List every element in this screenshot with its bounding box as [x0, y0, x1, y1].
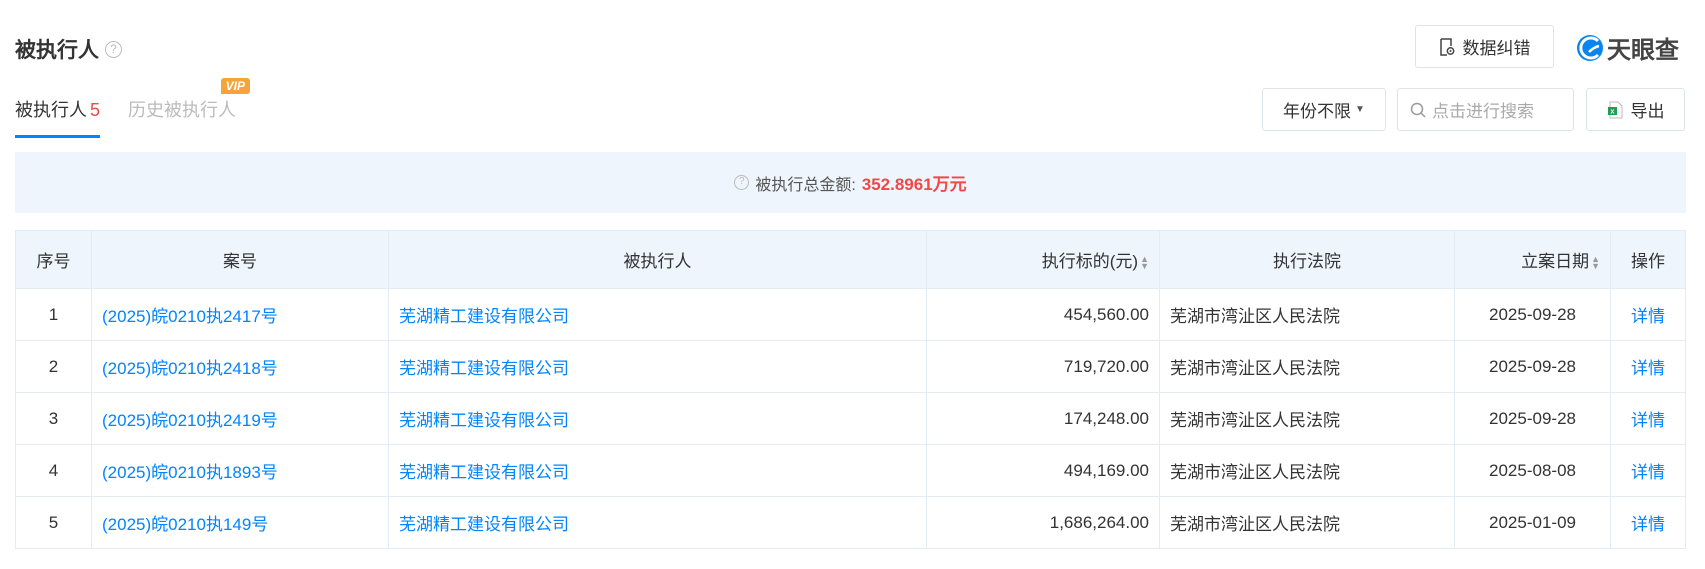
tianyancha-logo: 天眼查 [1576, 30, 1679, 65]
table-row: 2 (2025)皖0210执2418号 芜湖精工建设有限公司 719,720.00 芜湖… [15, 340, 1686, 393]
excel-icon: x [1607, 101, 1622, 118]
case-number-link[interactable]: (2025)皖0210执2419号 [91, 392, 389, 445]
col-filing-date[interactable]: 立案日期 ▲ ▼ [1454, 230, 1611, 289]
search-placeholder: 点击进行搜索 [1432, 102, 1534, 121]
tab-count: 5 [90, 100, 101, 120]
case-number-link[interactable]: (2025)皖0210执1893号 [91, 444, 389, 497]
document-icon [1439, 37, 1454, 56]
summary-label: 被执行总金额: [755, 176, 856, 194]
col-label: 执行标的(元) [1041, 252, 1139, 271]
executed-person-link[interactable]: 芜湖精工建设有限公司 [388, 496, 927, 549]
filing-date: 2025-08-08 [1454, 444, 1611, 497]
col-index: 序号 [15, 230, 92, 289]
filing-date: 2025-01-09 [1454, 496, 1611, 549]
col-label: 立案日期 [1521, 252, 1590, 271]
row-index: 1 [15, 288, 92, 341]
row-index: 5 [15, 496, 92, 549]
row-index: 2 [15, 340, 92, 393]
row-index: 3 [15, 392, 92, 445]
button-label: 导出 [1630, 102, 1665, 121]
case-number-link[interactable]: (2025)皖0210执2417号 [91, 288, 389, 341]
table-row: 1 (2025)皖0210执2417号 芜湖精工建设有限公司 454,560.00 芜湖… [15, 288, 1686, 341]
filing-date: 2025-09-28 [1454, 288, 1611, 341]
tab-history-executed-person[interactable]: 历史被执行人 VIP [128, 78, 251, 134]
court: 芜湖市湾沚区人民法院 [1159, 340, 1455, 393]
amount: 494,169.00 [926, 444, 1160, 497]
select-value: 年份不限 [1283, 102, 1352, 121]
detail-link[interactable]: 详情 [1610, 340, 1686, 393]
executed-person-link[interactable]: 芜湖精工建设有限公司 [388, 392, 927, 445]
row-index: 4 [15, 444, 92, 497]
tab-label: 历史被执行人 [128, 100, 237, 120]
title-text: 被执行人 [15, 39, 99, 62]
tab-bar: 被执行人 5 历史被执行人 VIP [15, 78, 251, 138]
executed-person-link[interactable]: 芜湖精工建设有限公司 [388, 444, 927, 497]
svg-text:x: x [1610, 108, 1614, 115]
detail-link[interactable]: 详情 [1610, 496, 1686, 549]
table-header: 序号 案号 被执行人 执行标的(元) ▲ ▼ 执行法院 立案日期 ▲ ▼ 操作 [15, 230, 1686, 289]
table-row: 5 (2025)皖0210执149号 芜湖精工建设有限公司 1,686,264.00 芜… [15, 496, 1686, 549]
col-action: 操作 [1610, 230, 1686, 289]
amount: 454,560.00 [926, 288, 1160, 341]
court: 芜湖市湾沚区人民法院 [1159, 496, 1455, 549]
filing-date: 2025-09-28 [1454, 392, 1611, 445]
executed-person-table: 序号 案号 被执行人 执行标的(元) ▲ ▼ 执行法院 立案日期 ▲ ▼ 操作 1 (20… [15, 230, 1686, 549]
detail-link[interactable]: 详情 [1610, 444, 1686, 497]
year-select[interactable]: 年份不限 ▼ [1262, 88, 1386, 131]
page-title: 被执行人 ? [15, 34, 122, 64]
filing-date: 2025-09-28 [1454, 340, 1611, 393]
amount: 1,686,264.00 [926, 496, 1160, 549]
search-icon [1410, 102, 1426, 118]
button-label: 数据纠错 [1462, 39, 1531, 58]
court: 芜湖市湾沚区人民法院 [1159, 288, 1455, 341]
table-row: 4 (2025)皖0210执1893号 芜湖精工建设有限公司 494,169.00 芜湖… [15, 444, 1686, 497]
col-executed-person: 被执行人 [388, 230, 927, 289]
amount: 719,720.00 [926, 340, 1160, 393]
case-number-link[interactable]: (2025)皖0210执149号 [91, 496, 389, 549]
executed-person-link[interactable]: 芜湖精工建设有限公司 [388, 288, 927, 341]
executed-person-link[interactable]: 芜湖精工建设有限公司 [388, 340, 927, 393]
col-amount[interactable]: 执行标的(元) ▲ ▼ [926, 230, 1160, 289]
sort-icon[interactable]: ▲ ▼ [1591, 253, 1600, 271]
data-correction-button[interactable]: 数据纠错 [1415, 25, 1554, 68]
vip-badge: VIP [220, 78, 251, 94]
case-number-link[interactable]: (2025)皖0210执2418号 [91, 340, 389, 393]
col-case-number: 案号 [91, 230, 389, 289]
court: 芜湖市湾沚区人民法院 [1159, 392, 1455, 445]
summary-banner: ? 被执行总金额: 352.8961万元 [15, 152, 1686, 213]
court: 芜湖市湾沚区人民法院 [1159, 444, 1455, 497]
export-button[interactable]: x 导出 [1586, 88, 1685, 131]
detail-link[interactable]: 详情 [1610, 288, 1686, 341]
col-court: 执行法院 [1159, 230, 1455, 289]
tab-label: 被执行人 [15, 100, 87, 120]
table-row: 3 (2025)皖0210执2419号 芜湖精工建设有限公司 174,248.00 芜湖… [15, 392, 1686, 445]
logo-icon [1577, 34, 1603, 61]
search-input[interactable]: 点击进行搜索 [1397, 88, 1574, 131]
logo-text: 天眼查 [1607, 37, 1679, 64]
question-circle-icon[interactable]: ? [105, 40, 122, 58]
summary-amount: 352.8961万元 [861, 175, 967, 194]
question-circle-icon[interactable]: ? [734, 175, 750, 190]
tab-executed-person[interactable]: 被执行人 5 [15, 96, 101, 138]
detail-link[interactable]: 详情 [1610, 392, 1686, 445]
caret-down-icon: ▼ [1355, 104, 1365, 115]
amount: 174,248.00 [926, 392, 1160, 445]
sort-icon[interactable]: ▲ ▼ [1140, 253, 1149, 271]
